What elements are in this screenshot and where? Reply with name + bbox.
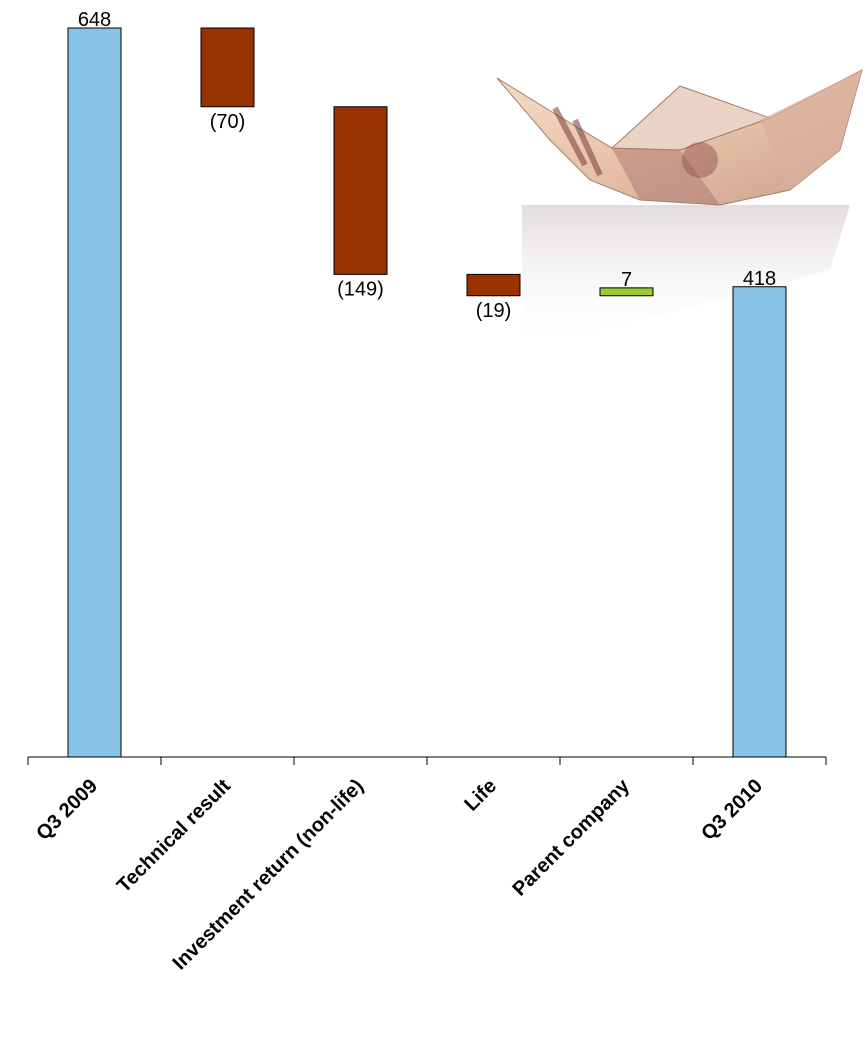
data-label: (70): [210, 111, 246, 133]
paper-boat-banknote-image: [496, 69, 863, 350]
bar-decrease: [333, 106, 388, 275]
bar-total: [67, 27, 122, 758]
data-label: (149): [337, 278, 384, 300]
bars-layer: [67, 27, 787, 758]
x-axis: [27, 756, 827, 765]
category-label: Parent company: [508, 774, 634, 900]
data-label: 418: [743, 268, 776, 290]
data-labels-layer: 648 (70) (149) (19) 7 418: [78, 9, 776, 322]
bar-decrease: [466, 273, 521, 297]
category-label: Q3 2009: [32, 775, 102, 845]
bar-decrease: [200, 27, 255, 108]
data-label: 648: [78, 9, 111, 31]
data-label: (19): [476, 300, 512, 322]
bar-increase: [599, 287, 654, 297]
category-label: Life: [460, 775, 501, 816]
category-label: Q3 2010: [697, 775, 767, 845]
data-label: 7: [621, 269, 632, 291]
category-label: Technical result: [113, 775, 235, 897]
bar-total: [732, 286, 787, 758]
